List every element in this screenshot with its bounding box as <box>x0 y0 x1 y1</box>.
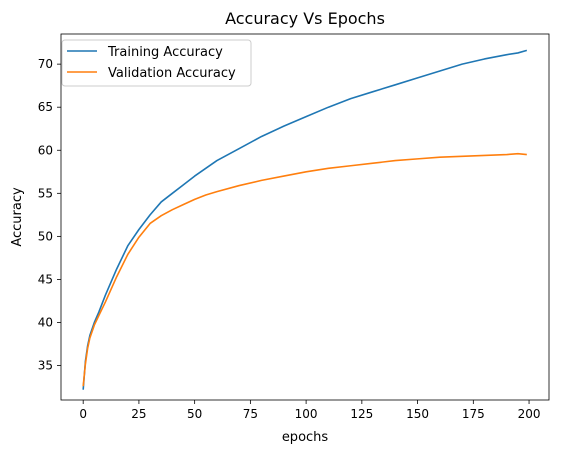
x-tick-label: 50 <box>187 407 202 421</box>
x-tick-label: 200 <box>518 407 541 421</box>
y-tick-label: 45 <box>38 272 53 286</box>
y-axis-label: Accuracy <box>10 187 25 247</box>
y-tick-label: 65 <box>38 100 53 114</box>
x-tick-label: 75 <box>243 407 258 421</box>
legend-label-training: Training Accuracy <box>107 45 223 60</box>
x-tick-label: 175 <box>462 407 485 421</box>
y-tick-label: 60 <box>38 143 53 157</box>
y-tick-label: 40 <box>38 315 53 329</box>
y-tick-label: 70 <box>38 57 53 71</box>
x-tick-label: 150 <box>406 407 429 421</box>
y-tick-label: 55 <box>38 186 53 200</box>
x-tick-label: 100 <box>295 407 318 421</box>
x-tick-label: 0 <box>79 407 87 421</box>
x-tick-label: 25 <box>131 407 146 421</box>
y-tick-label: 50 <box>38 229 53 243</box>
chart-title: Accuracy Vs Epochs <box>225 9 385 28</box>
legend-label-validation: Validation Accuracy <box>108 66 236 81</box>
x-axis-label: epochs <box>282 430 329 445</box>
x-tick-label: 125 <box>350 407 373 421</box>
y-tick-label: 35 <box>38 359 53 373</box>
legend: Training Accuracy Validation Accuracy <box>62 40 251 86</box>
